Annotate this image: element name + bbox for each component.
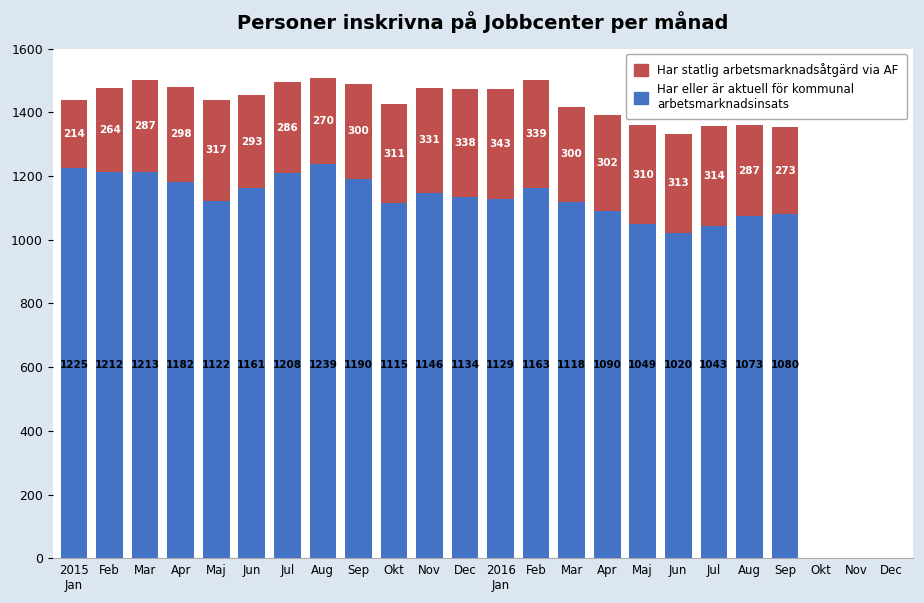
Text: 298: 298 [170, 129, 191, 139]
Text: 1163: 1163 [522, 361, 551, 370]
Bar [381, 104, 407, 203]
Legend: Har statlig arbetsmarknadsåtgärd via AF, Har eller är aktuell för kommunal
arbet: Har statlig arbetsmarknadsåtgärd via AF,… [626, 54, 907, 119]
Bar [238, 95, 265, 188]
Text: 1161: 1161 [237, 361, 266, 370]
Text: 310: 310 [632, 169, 653, 180]
Text: 1115: 1115 [380, 361, 408, 370]
Text: 1146: 1146 [415, 361, 444, 370]
Bar [594, 115, 621, 211]
Bar [700, 226, 727, 558]
Title: Personer inskrivna på Jobbcenter per månad: Personer inskrivna på Jobbcenter per mån… [237, 11, 728, 33]
Text: 343: 343 [490, 139, 512, 149]
Bar [736, 216, 762, 558]
Bar [61, 100, 88, 168]
Bar [203, 201, 229, 558]
Text: 264: 264 [99, 125, 120, 135]
Bar [274, 174, 300, 558]
Text: 314: 314 [703, 171, 724, 181]
Bar [345, 84, 371, 179]
Text: 338: 338 [455, 138, 476, 148]
Bar [96, 172, 123, 558]
Text: 1134: 1134 [451, 361, 480, 370]
Bar [594, 211, 621, 558]
Text: 331: 331 [419, 136, 441, 145]
Text: 1182: 1182 [166, 361, 195, 370]
Bar [345, 179, 371, 558]
Bar [487, 89, 514, 198]
Text: 1090: 1090 [593, 361, 622, 370]
Text: 1049: 1049 [628, 361, 657, 370]
Text: 286: 286 [276, 123, 298, 133]
Bar [772, 214, 798, 558]
Bar [416, 193, 443, 558]
Text: 1208: 1208 [273, 361, 302, 370]
Bar [452, 89, 479, 197]
Bar [61, 168, 88, 558]
Bar [96, 88, 123, 172]
Bar [132, 172, 158, 558]
Bar [487, 198, 514, 558]
Bar [167, 87, 194, 182]
Bar [132, 80, 158, 172]
Bar [203, 100, 229, 201]
Bar [523, 80, 550, 188]
Bar [772, 127, 798, 214]
Bar [629, 125, 656, 224]
Bar [665, 233, 692, 558]
Text: 1213: 1213 [130, 361, 160, 370]
Text: 1080: 1080 [771, 361, 799, 370]
Text: 1129: 1129 [486, 361, 515, 370]
Text: 1073: 1073 [735, 361, 764, 370]
Bar [700, 126, 727, 226]
Bar [523, 188, 550, 558]
Bar [558, 107, 585, 202]
Bar [665, 134, 692, 233]
Text: 287: 287 [738, 166, 760, 175]
Text: 287: 287 [134, 121, 156, 131]
Bar [310, 78, 336, 163]
Text: 339: 339 [526, 129, 547, 139]
Text: 1190: 1190 [344, 361, 372, 370]
Text: 300: 300 [347, 127, 370, 136]
Bar [558, 202, 585, 558]
Bar [381, 203, 407, 558]
Bar [238, 188, 265, 558]
Bar [274, 83, 300, 174]
Text: 270: 270 [312, 116, 334, 125]
Text: 293: 293 [241, 137, 262, 147]
Text: 1122: 1122 [201, 361, 231, 370]
Text: 1239: 1239 [309, 361, 337, 370]
Bar [416, 87, 443, 193]
Text: 1043: 1043 [699, 361, 728, 370]
Text: 1118: 1118 [557, 361, 586, 370]
Text: 1225: 1225 [59, 361, 89, 370]
Text: 313: 313 [667, 178, 689, 189]
Bar [167, 182, 194, 558]
Text: 300: 300 [561, 150, 582, 159]
Text: 1020: 1020 [663, 361, 693, 370]
Text: 273: 273 [774, 166, 796, 175]
Bar [452, 197, 479, 558]
Bar [310, 163, 336, 558]
Text: 311: 311 [383, 148, 405, 159]
Bar [629, 224, 656, 558]
Bar [736, 125, 762, 216]
Text: 1212: 1212 [95, 361, 124, 370]
Text: 317: 317 [205, 145, 227, 156]
Text: 302: 302 [596, 158, 618, 168]
Text: 214: 214 [63, 129, 85, 139]
